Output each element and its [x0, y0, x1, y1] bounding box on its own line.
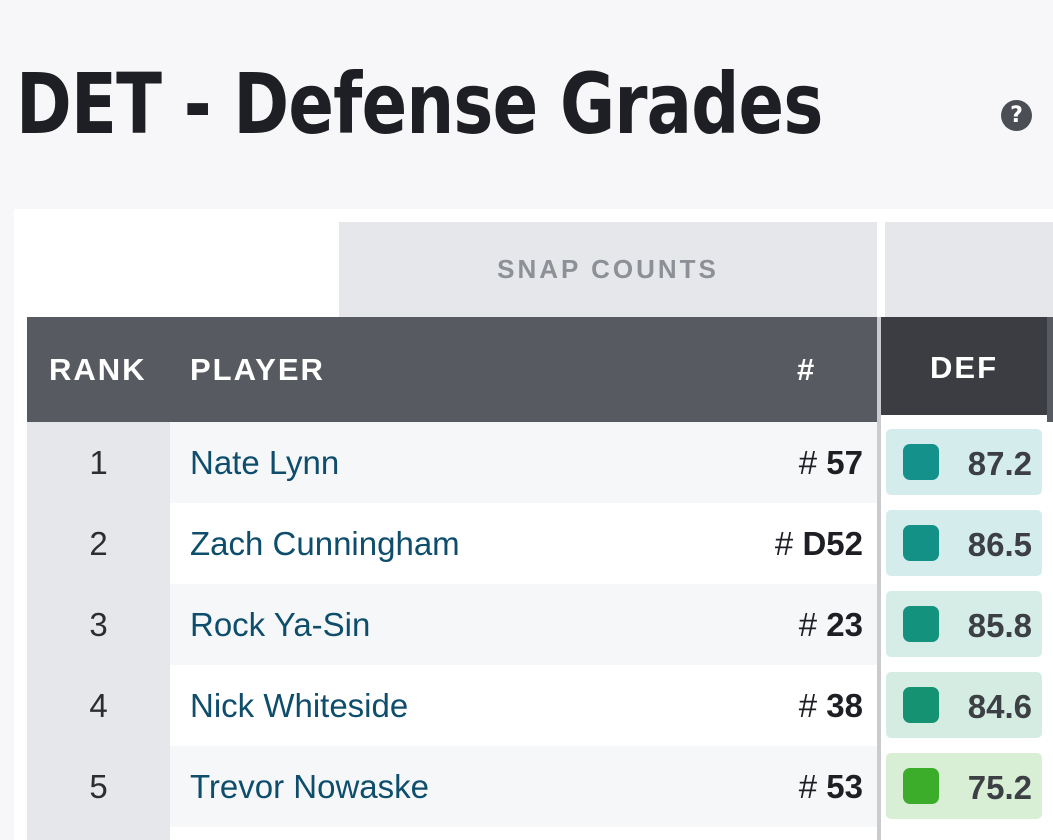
column-separator [877, 317, 881, 840]
grade-value: 84.6 [967, 688, 1032, 725]
column-header-player[interactable]: PLAYER [190, 351, 325, 387]
column-header-row: RANK PLAYER # [27, 317, 877, 422]
table-row[interactable] [170, 665, 877, 746]
jersey-number: # D52 [775, 503, 863, 584]
rank-cell: 2 [89, 525, 108, 562]
table-row[interactable] [170, 746, 877, 827]
page-title: DET - Defense Grades [16, 55, 823, 153]
column-header-number[interactable]: # [797, 351, 817, 387]
grade-color-swatch [903, 444, 939, 480]
group-header-grades [885, 222, 1053, 317]
sort-indicator [881, 415, 1047, 420]
rank-cell: 1 [89, 444, 108, 481]
grade-value: 86.5 [967, 526, 1032, 563]
player-link[interactable]: Zach Cunningham [190, 525, 460, 562]
jersey-number: # 53 [799, 746, 863, 827]
grades-table: SNAP COUNTS RANK PLAYER # DEF 1 Nate Lynn… [14, 209, 1053, 840]
def-grade-cell: 75.2 [886, 753, 1042, 819]
grade-value: 75.2 [967, 769, 1032, 806]
def-grade-cell: 87.2 [886, 429, 1042, 495]
group-divider [877, 222, 885, 317]
table-row[interactable] [170, 503, 877, 584]
jersey-hash: # [798, 444, 818, 481]
jersey-value: 53 [826, 768, 863, 805]
jersey-hash: # [798, 606, 818, 643]
grade-color-swatch [903, 687, 939, 723]
table-row[interactable] [170, 584, 877, 665]
player-link[interactable]: Nick Whiteside [190, 687, 409, 724]
grade-color-swatch [903, 768, 939, 804]
grade-value: 85.8 [967, 607, 1032, 644]
jersey-value: D52 [802, 525, 863, 562]
rank-cell: 5 [89, 768, 108, 805]
jersey-hash: # [798, 768, 818, 805]
grade-color-swatch [903, 606, 939, 642]
player-link[interactable]: Trevor Nowaske [190, 768, 430, 805]
jersey-hash: # [774, 525, 794, 562]
player-link[interactable]: Nate Lynn [190, 444, 340, 481]
def-grade-cell: 84.6 [886, 672, 1042, 738]
column-header-def[interactable]: DEF [881, 317, 1047, 419]
grade-value: 87.2 [967, 445, 1032, 482]
jersey-number: # 23 [799, 584, 863, 665]
player-link[interactable]: Rock Ya-Sin [190, 606, 371, 643]
jersey-number: # 38 [799, 665, 863, 746]
group-header-snap-counts: SNAP COUNTS [339, 222, 877, 317]
jersey-value: 23 [826, 606, 863, 643]
rank-cell: 4 [89, 687, 108, 724]
def-grade-cell: 86.5 [886, 510, 1042, 576]
def-grade-cell: 85.8 [886, 591, 1042, 657]
jersey-value: 57 [826, 444, 863, 481]
column-header-rank[interactable]: RANK [49, 351, 147, 387]
question-circle-icon[interactable]: ? [1001, 100, 1032, 131]
header-edge [1047, 317, 1053, 422]
rank-cell: 3 [89, 606, 108, 643]
jersey-hash: # [798, 687, 818, 724]
jersey-value: 38 [826, 687, 863, 724]
grade-color-swatch [903, 525, 939, 561]
table-row[interactable] [170, 422, 877, 503]
jersey-number: # 57 [799, 422, 863, 503]
rank-column [27, 422, 170, 840]
